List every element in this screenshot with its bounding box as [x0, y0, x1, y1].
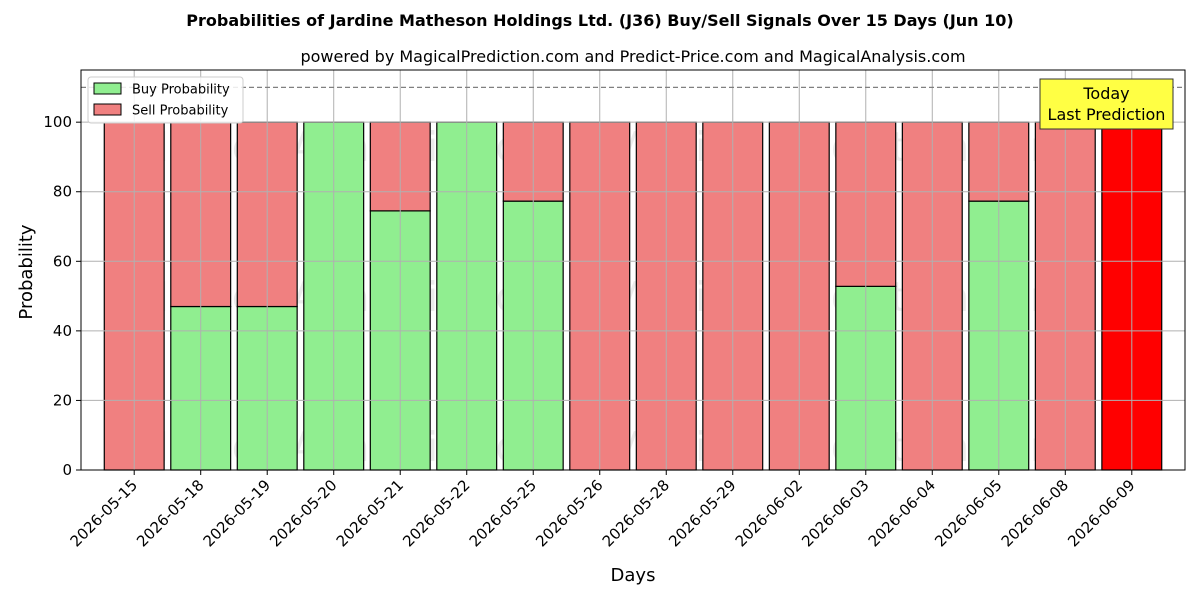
y-tick-label: 0: [62, 461, 72, 479]
y-tick-label: 60: [53, 252, 72, 270]
x-axis-label: Days: [611, 565, 656, 586]
y-tick-label: 100: [43, 113, 72, 131]
today-annotation-line2: Last Prediction: [1048, 105, 1166, 124]
legend-swatch-sell: [93, 103, 122, 116]
legend-label-buy: Buy Probability: [132, 83, 230, 98]
legend-swatch-buy: [93, 82, 122, 95]
axes-frame: [80, 69, 1186, 471]
y-tick-label: 80: [53, 183, 72, 201]
legend-label-sell: Sell Probability: [132, 104, 229, 119]
today-annotation-box: [1039, 78, 1174, 130]
chart-subtitle: powered by MagicalPrediction.com and Pre…: [300, 47, 965, 66]
chart-title: Probabilities of Jardine Matheson Holdin…: [186, 11, 1013, 30]
y-axis-label: Probability: [16, 224, 37, 319]
legend-box: [87, 76, 244, 124]
today-annotation-line1: Today: [1082, 84, 1129, 103]
y-tick-label: 20: [53, 391, 72, 409]
y-tick-label: 40: [53, 322, 72, 340]
